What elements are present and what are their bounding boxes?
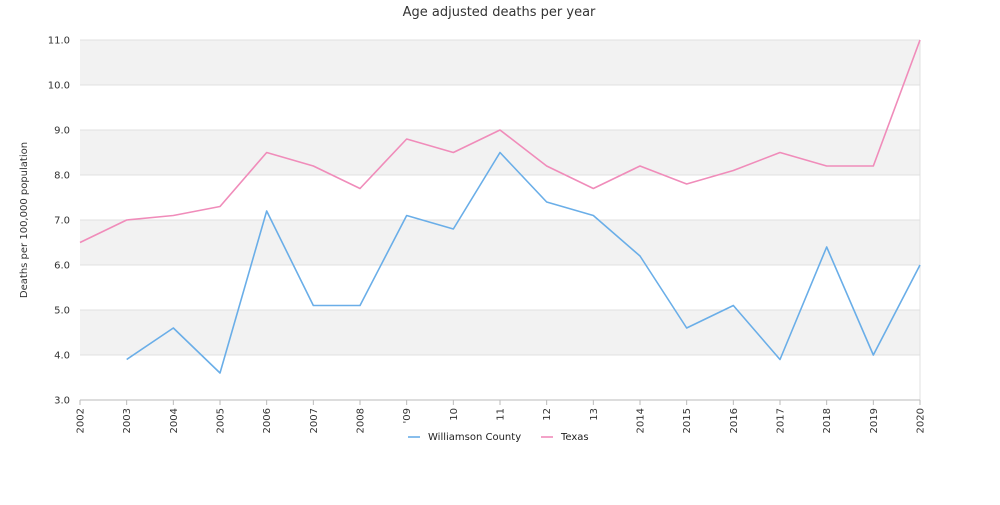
y-tick-label: 11.0: [48, 36, 70, 47]
y-tick-label: 10.0: [48, 81, 70, 92]
plot-bands: [80, 40, 920, 355]
x-tick-label: 2018: [822, 408, 833, 433]
legend: Williamson County Texas: [408, 432, 589, 443]
axes: 3.0 4.0 5.0 6.0 7.0 8.0 9.0 10.0 11.0 2002 2003 200…: [48, 36, 927, 434]
x-tick-label: 2017: [776, 408, 787, 433]
y-tick-label: 7.0: [54, 216, 70, 227]
legend-label: Williamson County: [428, 432, 521, 443]
x-tick-label: 2002: [76, 408, 87, 433]
x-tick-label: 2020: [916, 408, 927, 433]
plot-band: [80, 220, 920, 265]
y-axis-label: Deaths per 100,000 population: [19, 142, 30, 298]
series-line-williamson-county: [126, 151, 921, 374]
x-tick-label: 2006: [262, 408, 273, 433]
y-tick-label: 6.0: [54, 261, 70, 272]
x-tick-label: 2004: [169, 408, 180, 433]
x-tick-label: 2005: [216, 408, 227, 433]
gridlines: [80, 39, 921, 401]
x-tick-label: 2003: [122, 408, 133, 433]
x-tick-label: 13: [589, 408, 600, 421]
x-tick-label: '09: [402, 408, 413, 423]
y-tick-label: 4.0: [54, 351, 70, 362]
y-tick-label: 8.0: [54, 171, 70, 182]
x-tick-label: 2008: [356, 408, 367, 433]
x-tick-label: 2015: [682, 408, 693, 433]
plot-band: [80, 310, 920, 355]
x-tick-label: 2014: [636, 408, 647, 433]
x-tick-label: 10: [449, 408, 460, 421]
series-layer: [79, 39, 921, 374]
chart-title: Age adjusted deaths per year: [403, 5, 596, 20]
plot-band: [80, 40, 920, 85]
series-line-texas: [79, 39, 921, 244]
y-tick-label: 3.0: [54, 396, 70, 407]
y-tick-label: 9.0: [54, 126, 70, 137]
y-tick-label: 5.0: [54, 306, 70, 317]
x-tick-label: 2007: [309, 408, 320, 433]
x-tick-label: 2016: [729, 408, 740, 433]
x-tick-label: 2019: [869, 408, 880, 433]
legend-label: Texas: [560, 432, 589, 443]
x-tick-label: 11: [496, 408, 507, 421]
x-tick-label: 12: [542, 408, 553, 421]
